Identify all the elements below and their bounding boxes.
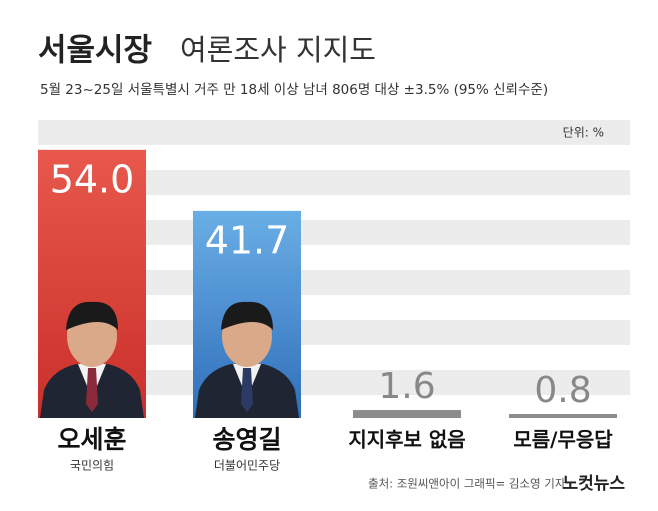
portrait-hair <box>66 301 118 330</box>
x-tick-label: 송영길 <box>212 425 281 454</box>
unit: 단위: % <box>563 126 604 140</box>
value-label: 54.0 <box>50 157 135 201</box>
value-label: 41.7 <box>205 218 290 262</box>
portrait-hair <box>221 301 273 330</box>
portrait-tie <box>241 368 253 412</box>
portrait-tie <box>86 368 98 412</box>
x-tick-label: 오세훈 <box>57 425 126 454</box>
bar <box>353 410 461 418</box>
x-tick-sublabel: 더불어민주당 <box>214 459 280 473</box>
bar <box>509 414 617 418</box>
x-tick-label: 지지후보 없음 <box>348 428 465 452</box>
chart-title-suffix: 여론조사 지지도 <box>180 33 376 67</box>
chart-title: 서울시장 <box>38 33 152 69</box>
value-label: 1.6 <box>378 366 435 407</box>
subtitle: 5월 23~25일 서울특별시 거주 만 18세 이상 남녀 806명 대상 ±… <box>40 82 548 98</box>
logo: 노컷뉴스 <box>562 474 625 494</box>
background-band <box>38 120 630 145</box>
value-label: 0.8 <box>534 370 591 411</box>
x-tick-sublabel: 국민의힘 <box>70 459 114 473</box>
x-tick-label: 모름/무응답 <box>513 428 613 452</box>
source: 출처: 조원씨앤아이 그래픽= 김소영 기자 <box>368 477 566 491</box>
